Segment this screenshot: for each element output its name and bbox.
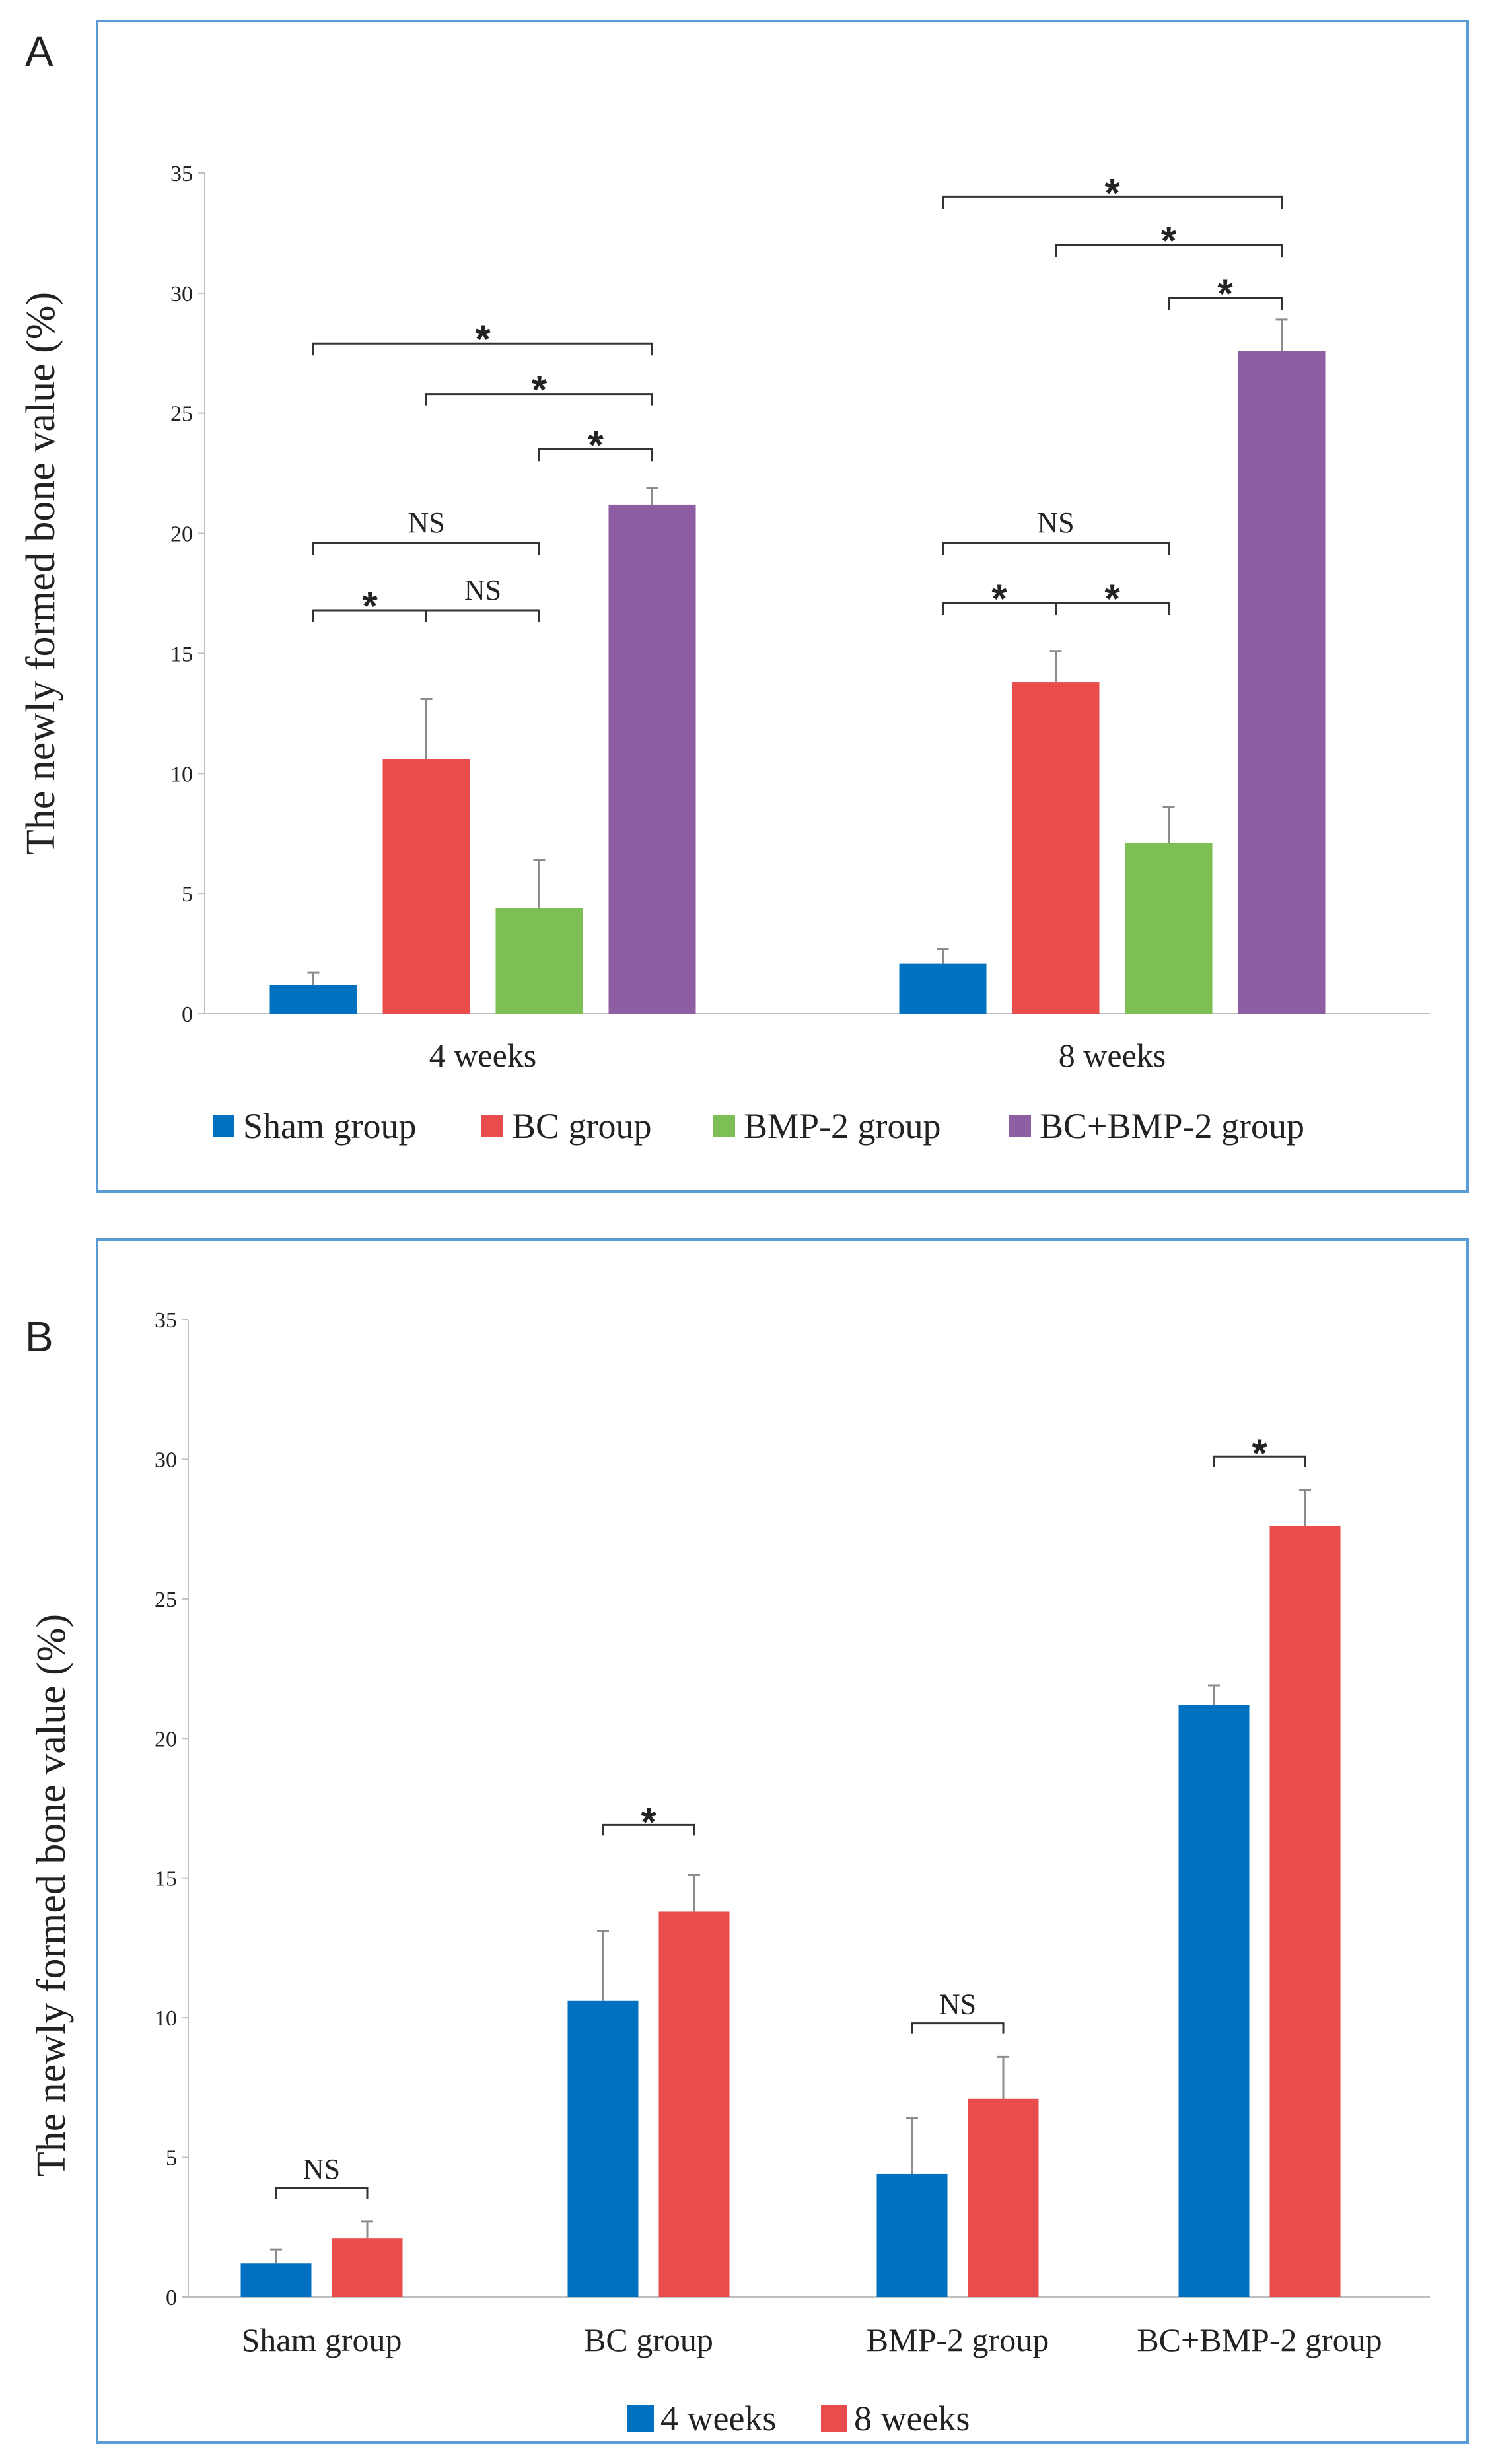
legend-swatch — [481, 1115, 503, 1137]
panel-a-significance: * * * NS * NS * * * NS * * — [312, 170, 1283, 628]
panel-b-frame — [96, 1238, 1469, 2444]
significance-bracket — [312, 542, 540, 555]
y-tick-label: 30 — [155, 1448, 177, 1472]
significance-bracket — [275, 2187, 369, 2199]
bar — [1178, 1705, 1250, 2297]
y-tick-label: 15 — [170, 642, 193, 666]
panel-b-bars — [240, 1489, 1341, 2297]
bar — [658, 1911, 730, 2297]
significance-bracket — [1055, 244, 1283, 258]
panel-b-y-axis-title: The newly formed bone value (%) — [29, 1614, 74, 2177]
x-category-label: BC+BMP-2 group — [1137, 2321, 1382, 2358]
x-category-label: BMP-2 group — [867, 2321, 1049, 2358]
panel-a-y-axis-title: The newly formed bone value (%) — [18, 292, 63, 855]
x-category-label: BC group — [584, 2321, 713, 2358]
panel-b-significance: NS * NS * — [275, 1431, 1306, 2199]
significance-label: * — [362, 584, 378, 628]
bar — [332, 2238, 403, 2297]
legend-label: Sham group — [243, 1106, 417, 1146]
bar — [240, 2263, 312, 2297]
significance-bracket — [602, 1823, 695, 1836]
significance-label: * — [641, 1800, 656, 1844]
legend-label: BMP-2 group — [744, 1106, 941, 1146]
bar — [567, 2000, 639, 2297]
panel-b-letter: B — [25, 1313, 53, 1360]
y-tick-label: 10 — [170, 762, 193, 787]
y-tick-label: 25 — [170, 402, 193, 427]
significance-bracket — [1055, 602, 1170, 616]
significance-bracket — [1213, 1455, 1306, 1467]
y-tick-label: 35 — [170, 162, 193, 186]
legend-label: BC+BMP-2 group — [1040, 1106, 1304, 1146]
legend-label: BC group — [512, 1106, 652, 1146]
x-category-label: 4 weeks — [429, 1037, 536, 1074]
significance-label: NS — [1037, 507, 1074, 539]
legend-swatch — [713, 1115, 735, 1137]
x-category-label: Sham group — [241, 2321, 402, 2358]
panel-a-letter: A — [25, 28, 53, 75]
legend-swatch — [821, 2405, 847, 2432]
legend-swatch — [213, 1115, 234, 1137]
bar — [968, 2098, 1039, 2297]
significance-label: NS — [939, 1989, 976, 2021]
y-tick-label: 0 — [182, 1003, 193, 1027]
panel-b: B The newly formed bone value (%) 0 5 10 15… — [25, 1238, 1469, 2444]
panel-a: A The newly formed bone value (%) 0 5 10 15… — [18, 20, 1469, 1193]
significance-bracket — [538, 448, 653, 462]
significance-label: * — [1217, 271, 1233, 316]
bar — [495, 907, 583, 1014]
y-tick-label: 20 — [170, 522, 193, 547]
significance-label: NS — [303, 2153, 340, 2185]
y-tick-label: 10 — [155, 2006, 177, 2031]
x-category-label: 8 weeks — [1059, 1037, 1166, 1074]
significance-label: * — [532, 368, 548, 412]
significance-bracket — [425, 609, 540, 622]
y-tick-label: 5 — [182, 882, 193, 907]
panel-a-legend: Sham group BC group BMP-2 group BC+BMP-2 gr… — [213, 1106, 1304, 1146]
bar — [382, 759, 470, 1014]
legend-label: 4 weeks — [660, 2399, 776, 2438]
significance-label: * — [1104, 577, 1120, 621]
legend-swatch — [1009, 1115, 1031, 1137]
panel-a-bars — [269, 318, 1326, 1014]
significance-label: * — [588, 423, 604, 467]
bar — [1012, 682, 1100, 1014]
panel-b-legend: 4 weeks 8 weeks — [627, 2399, 970, 2438]
significance-label: * — [475, 317, 491, 361]
y-tick-label: 30 — [170, 282, 193, 306]
bar — [876, 2173, 948, 2297]
significance-bracket — [942, 542, 1170, 555]
significance-label: NS — [408, 507, 444, 539]
bar — [1269, 1526, 1341, 2297]
y-tick-label: 20 — [155, 1727, 177, 1751]
significance-label: * — [991, 577, 1007, 621]
y-tick-label: 25 — [155, 1588, 177, 1612]
bar — [1125, 843, 1213, 1014]
bar — [608, 504, 696, 1014]
significance-bracket — [1168, 297, 1283, 310]
y-tick-label: 15 — [155, 1867, 177, 1891]
significance-bracket — [312, 342, 653, 356]
significance-bracket — [911, 2022, 1005, 2034]
bar — [899, 963, 987, 1014]
significance-label: * — [1161, 219, 1177, 263]
significance-label: * — [1104, 170, 1120, 215]
y-tick-label: 5 — [166, 2146, 177, 2171]
significance-bracket — [942, 195, 1283, 209]
y-tick-label: 35 — [155, 1308, 177, 1333]
legend-swatch — [627, 2405, 654, 2432]
significance-label: * — [1252, 1431, 1267, 1475]
bar — [269, 985, 357, 1014]
significance-label: NS — [464, 574, 501, 606]
significance-bracket — [425, 393, 653, 406]
y-tick-label: 0 — [166, 2286, 177, 2310]
bar — [1238, 351, 1326, 1014]
legend-label: 8 weeks — [854, 2399, 970, 2438]
